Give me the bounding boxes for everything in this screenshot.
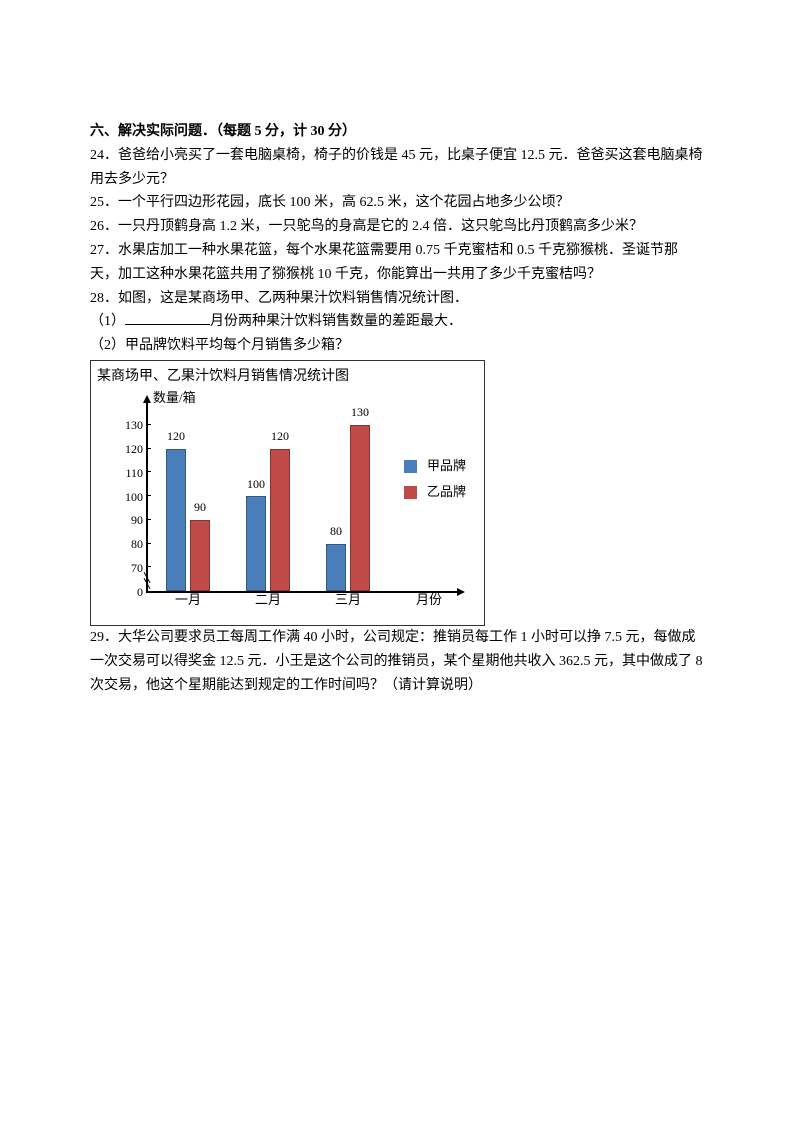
question-26: 26．一只丹顶鹤身高 1.2 米，一只鸵鸟的身高是它的 2.4 倍．这只鸵鸟比丹…: [90, 215, 703, 239]
y-tick-mark: [146, 448, 151, 449]
y-tick-mark: [146, 471, 151, 472]
question-27: 27．水果店加工一种水果花篮，每个水果花篮需要用 0.75 千克蜜桔和 0.5 …: [90, 239, 703, 287]
y-tick-label: 100: [113, 487, 143, 507]
legend-item: 甲品牌: [404, 455, 466, 477]
q28-sub1-pre: （1）: [90, 314, 125, 329]
chart-title: 某商场甲、乙果汁饮料月销售情况统计图: [97, 365, 349, 389]
blank-fill[interactable]: [125, 310, 210, 325]
bar: [270, 449, 290, 591]
bar-value-label: 80: [321, 521, 351, 541]
question-29: 29．大华公司要求员工每周工作满 40 小时，公司规定：推销员每工作 1 小时可…: [90, 626, 703, 697]
bar-value-label: 90: [185, 497, 215, 517]
y-tick-label: 120: [113, 439, 143, 459]
plot-area: 1209010012080130: [146, 413, 406, 591]
y-tick-mark: [146, 566, 151, 567]
bar: [350, 425, 370, 591]
bar-value-label: 120: [265, 426, 295, 446]
y-tick-mark: [146, 424, 151, 425]
y-tick-mark: [146, 495, 151, 496]
bar-value-label: 100: [241, 474, 271, 494]
bar: [190, 520, 210, 591]
x-category-label: 一月: [163, 589, 213, 611]
question-25: 25．一个平行四边形花园，底长 100 米，高 62.5 米，这个花园占地多少公…: [90, 191, 703, 215]
legend-label: 甲品牌: [427, 455, 466, 477]
y-tick-mark: [146, 519, 151, 520]
question-24: 24．爸爸给小亮买了一套电脑桌椅，椅子的价钱是 45 元，比桌子便宜 12.5 …: [90, 144, 703, 192]
y-tick-mark: [146, 543, 151, 544]
y-tick-label: 130: [113, 416, 143, 436]
x-axis-label: 月份: [416, 589, 442, 611]
y-tick-label: 90: [113, 511, 143, 531]
bar: [246, 496, 266, 591]
x-category-label: 二月: [243, 589, 293, 611]
question-28-sub2: （2）甲品牌饮料平均每个月销售多少箱？: [90, 334, 703, 358]
legend-swatch-icon: [404, 460, 417, 473]
legend-label: 乙品牌: [427, 481, 466, 503]
bar: [326, 544, 346, 591]
q28-sub1-post: 月份两种果汁饮料销售数量的差距最大．: [210, 314, 462, 329]
y-tick-label: 80: [113, 534, 143, 554]
question-28: 28．如图，这是某商场甲、乙两种果汁饮料销售情况统计图．: [90, 287, 703, 311]
sales-chart: 某商场甲、乙果汁饮料月销售情况统计图 数量/箱 120 90 100 120 80 130…: [90, 360, 485, 626]
y-axis-label: 数量/箱: [153, 387, 196, 409]
y-tick-label: 70: [113, 558, 143, 578]
section-title: 六、解决实际问题．（每题 5 分，计 30 分）: [90, 120, 703, 144]
question-28-sub1: （1） 月份两种果汁饮料销售数量的差距最大．: [90, 310, 703, 334]
y-tick-label: 110: [113, 463, 143, 483]
legend: 甲品牌乙品牌: [404, 451, 466, 507]
x-category-label: 三月: [323, 589, 373, 611]
legend-swatch-icon: [404, 486, 417, 499]
y-tick-label: 0: [113, 582, 143, 602]
bar-value-label: 120: [161, 426, 191, 446]
legend-item: 乙品牌: [404, 481, 466, 503]
bar: [166, 449, 186, 591]
bar-value-label: 130: [345, 402, 375, 422]
